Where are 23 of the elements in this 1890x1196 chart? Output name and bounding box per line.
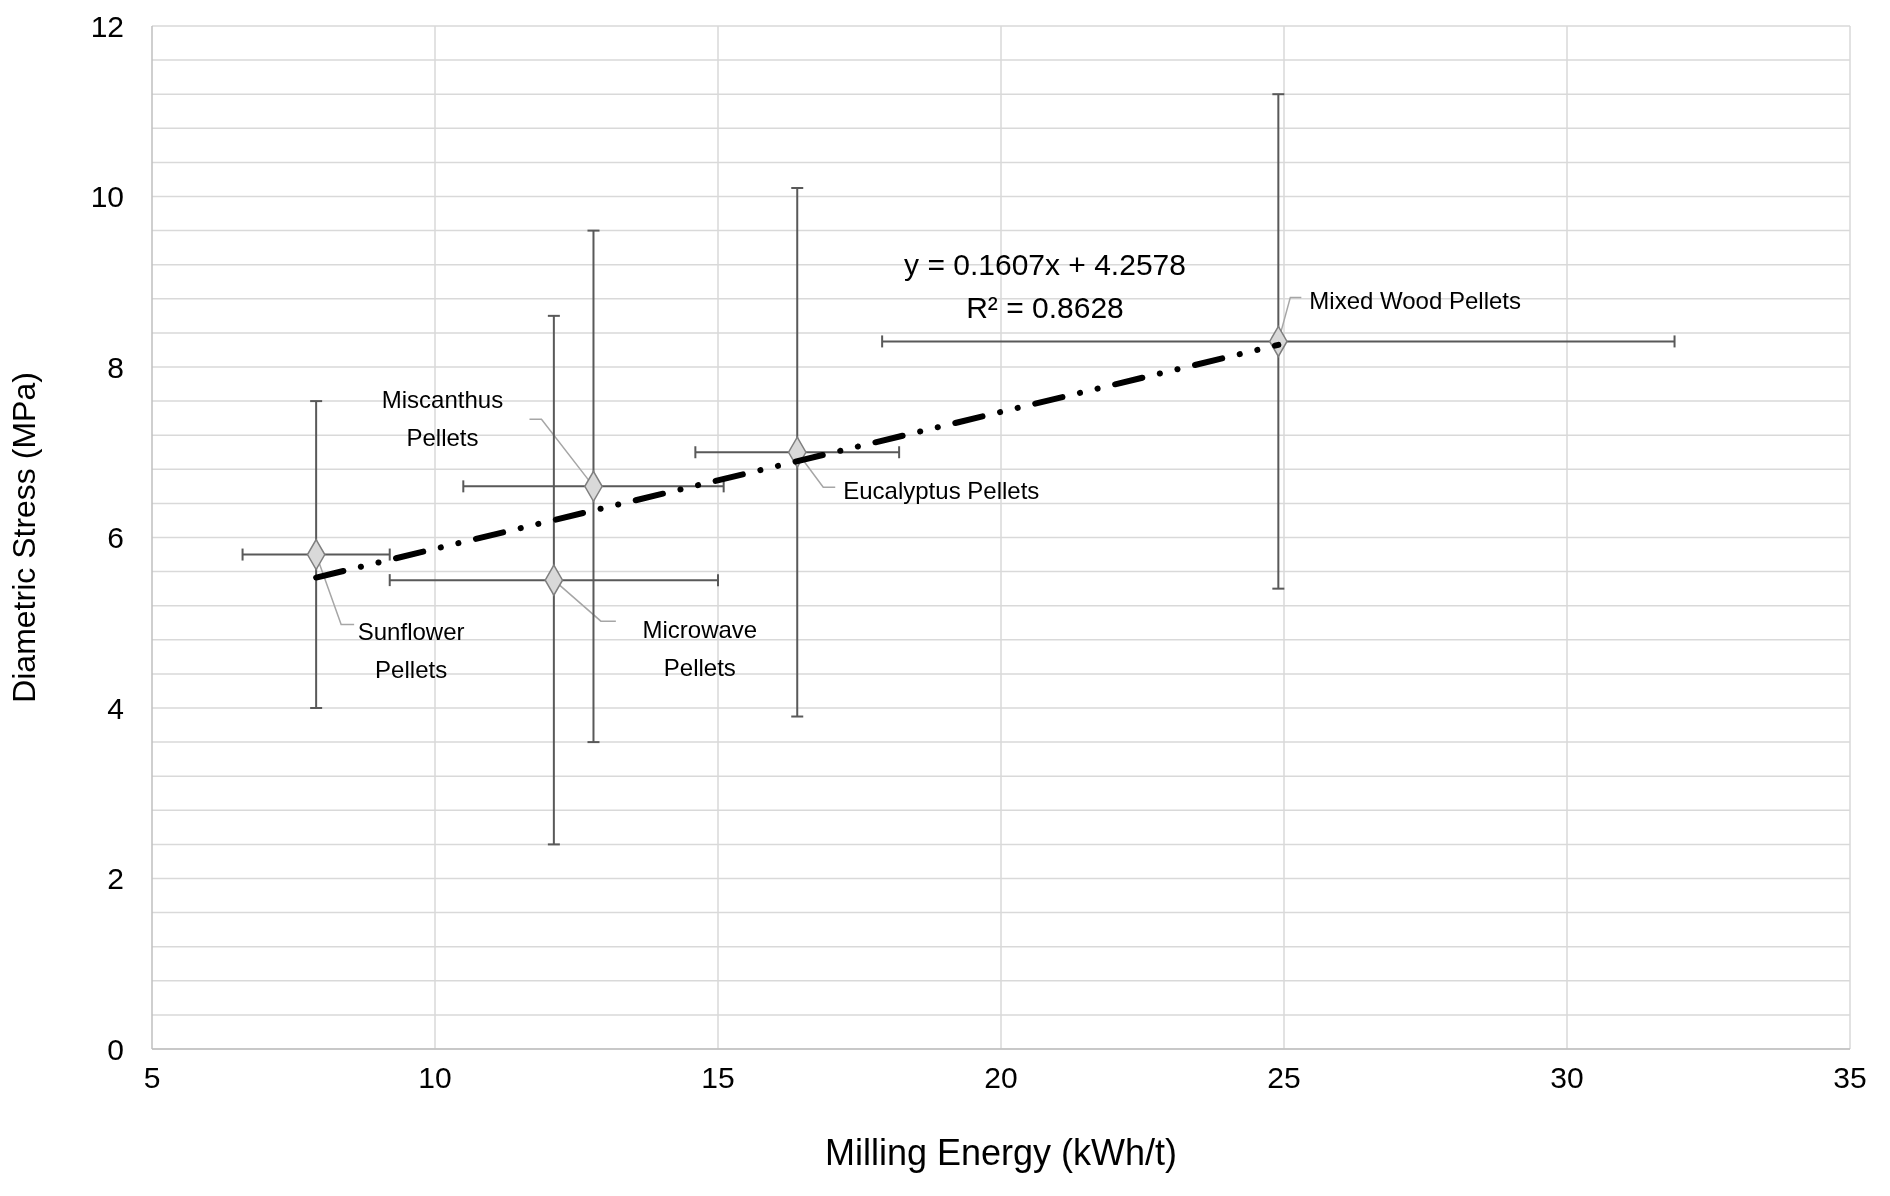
x-tick-label: 30 (1550, 1061, 1584, 1095)
y-tick-label: 0 (107, 1032, 124, 1066)
annotation: Miscanthus Pellets (381, 386, 504, 452)
y-tick-label: 12 (90, 9, 124, 43)
x-axis-title: Milling Energy (kWh/t) (824, 1132, 1178, 1173)
y-tick-label: 8 (107, 350, 124, 384)
annotation: Microwave Pellets (642, 616, 758, 682)
y-tick-label: 2 (107, 862, 124, 896)
x-tick-label: 10 (418, 1061, 452, 1095)
x-tick-label: 35 (1833, 1061, 1867, 1095)
annotation: Eucalyptus Pellets (843, 477, 1040, 505)
y-tick-label: 4 (107, 691, 124, 725)
y-tick-label: 6 (107, 521, 124, 555)
x-tick-label: 25 (1267, 1061, 1301, 1095)
x-tick-label: 5 (143, 1061, 161, 1095)
x-tick-label: 20 (984, 1061, 1018, 1095)
annotation: y = 0.1607x + 4.2578 (904, 248, 1186, 281)
annotation: R² = 0.8628 (966, 291, 1124, 324)
annotation: Mixed Wood Pellets (1309, 287, 1521, 315)
y-axis-title: Diametric Stress (MPa) (6, 372, 43, 703)
annotation: Sunflower Pellets (357, 617, 465, 683)
y-tick-label: 10 (90, 180, 124, 214)
x-tick-label: 15 (701, 1061, 735, 1095)
